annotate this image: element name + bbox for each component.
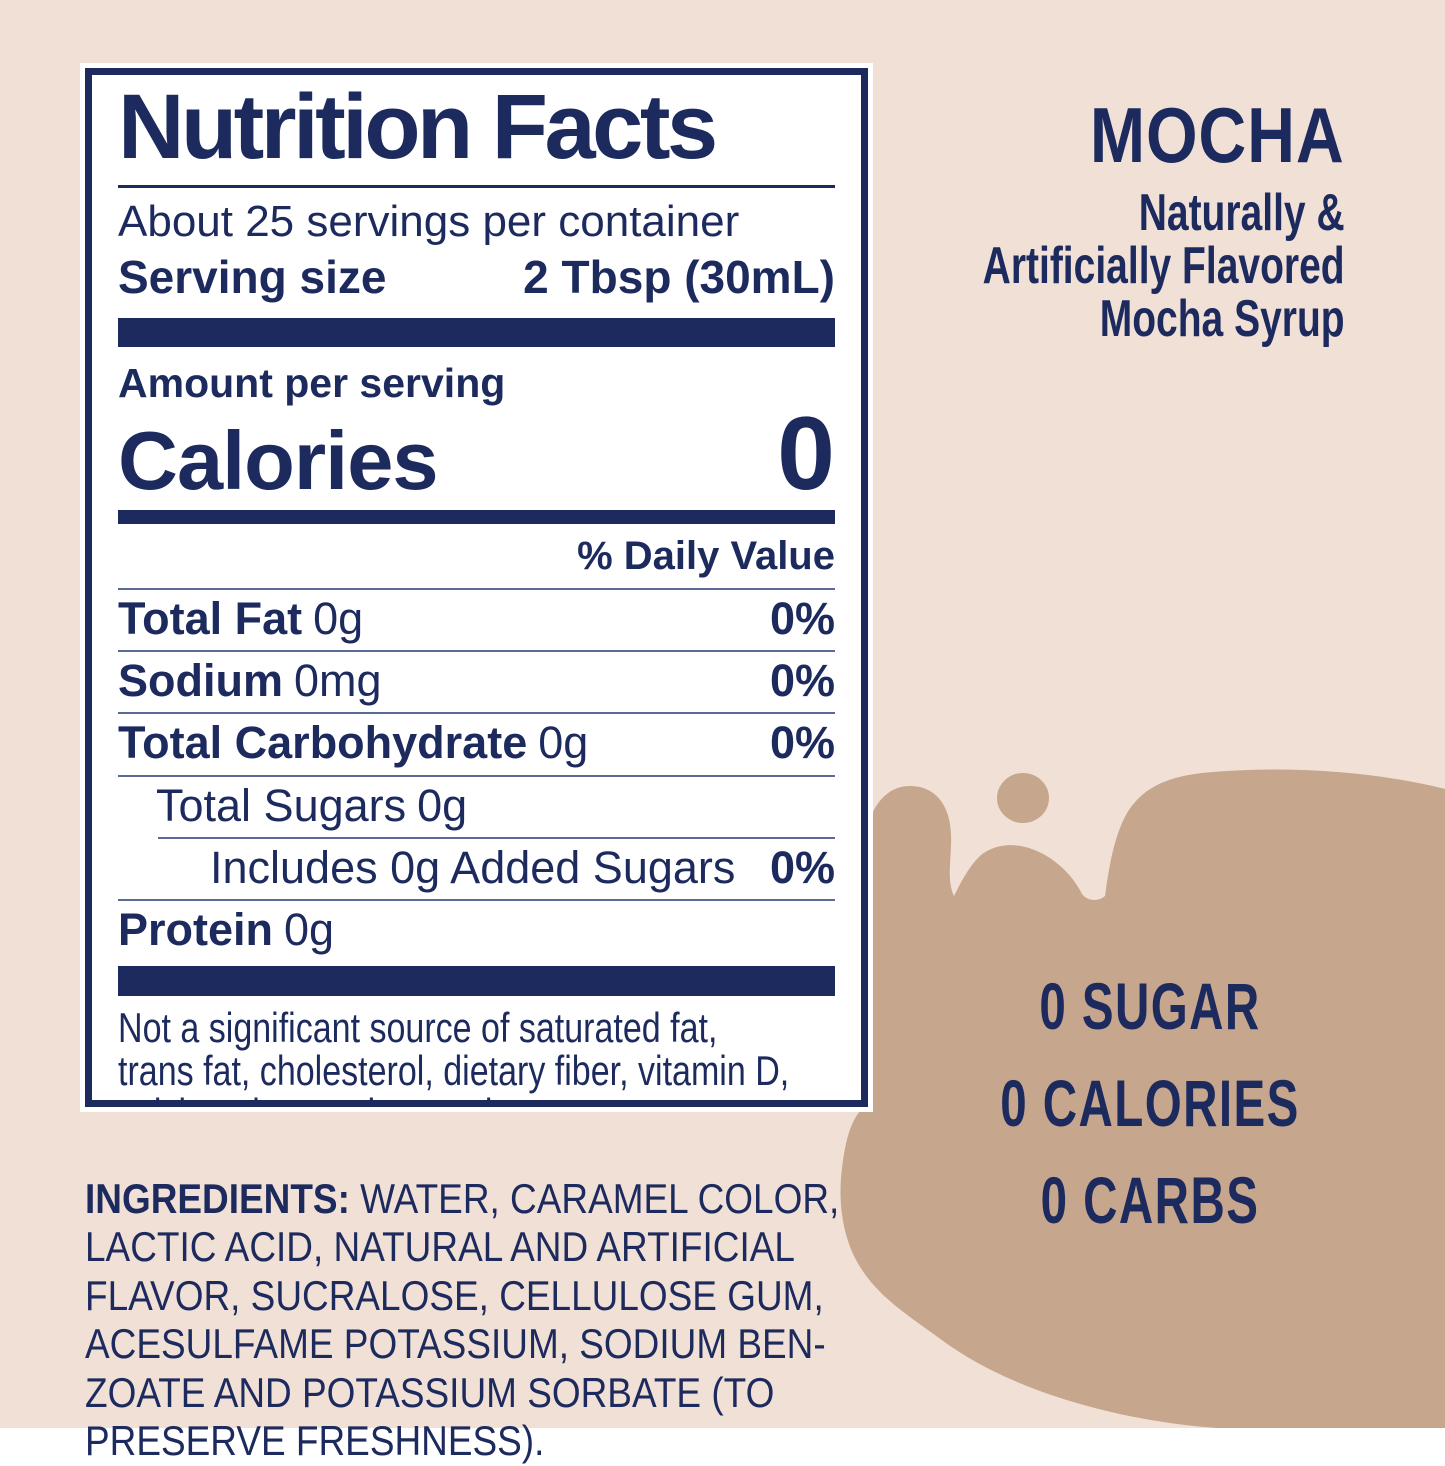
footnote: Not a significant source of saturated fa… [118, 1004, 790, 1100]
nutrition-facts-border: Nutrition Facts About 25 servings per co… [85, 68, 868, 1107]
divider [118, 184, 835, 188]
splash-blob [840, 769, 1445, 1428]
nutrient-row-sodium: Sodium 0mg 0% [118, 652, 835, 712]
flavor-subtitle: Naturally & Artificially Flavored Mocha … [983, 184, 1345, 348]
divider [118, 774, 835, 777]
claim-zero-carbs: 0 CARBS [1040, 1163, 1260, 1237]
divider [118, 650, 835, 653]
nutrient-row-total-fat: Total Fat 0g 0% [118, 590, 835, 650]
nutrient-name-amount: Total Carbohydrate 0g [118, 717, 589, 769]
serving-size-row: Serving size 2 Tbsp (30mL) [118, 250, 835, 304]
claims-block: 0 SUGAR 0 CALORIES 0 CARBS [855, 958, 1445, 1249]
splash-dot [997, 773, 1049, 823]
daily-value: 0% [769, 655, 835, 707]
nutrient-name-amount: Sodium 0mg [118, 655, 382, 707]
flavor-block: MOCHA Naturally & Artificially Flavored … [862, 96, 1345, 346]
nutrient-row-total-sugars: Total Sugars 0g [118, 777, 835, 837]
claim-zero-calories: 0 CALORIES [1000, 1066, 1300, 1140]
nutrient-row-added-sugars: Includes 0g Added Sugars 0% [118, 839, 835, 899]
serving-size-value: 2 Tbsp (30mL) [523, 250, 835, 303]
divider [118, 587, 835, 590]
thick-divider [118, 966, 835, 997]
calories-value: 0 [777, 395, 835, 512]
nutrition-facts-label: Nutrition Facts About 25 servings per co… [80, 63, 873, 1112]
claim-zero-sugar: 0 SUGAR [1039, 969, 1261, 1043]
thick-divider [118, 317, 835, 347]
serving-size-label: Serving size [118, 250, 387, 303]
thick-divider [118, 509, 835, 524]
daily-value: 0% [769, 717, 835, 769]
calories-row: Calories 0 [118, 395, 835, 512]
amount-per-serving-label: Amount per serving [118, 359, 506, 406]
nutrient-name-amount: Total Fat 0g [118, 592, 364, 644]
nutrient-row-protein: Protein 0g [118, 901, 835, 961]
nutrient-name-amount: Protein 0g [118, 904, 335, 956]
daily-value: 0% [769, 592, 835, 644]
calories-label: Calories [118, 413, 439, 507]
ingredients-paragraph: INGREDIENTS: WATER, CARAMEL COLOR, LACTI… [85, 1126, 947, 1466]
divider [158, 836, 835, 839]
servings-per-container: About 25 servings per container [118, 196, 740, 246]
daily-value-header: % Daily Value [577, 533, 835, 578]
ingredients-label: INGREDIENTS: [85, 1174, 350, 1222]
divider [118, 899, 835, 902]
divider [118, 712, 835, 715]
nutrient-name-amount: Total Sugars 0g [156, 779, 468, 831]
nutrient-row-total-carbohydrate: Total Carbohydrate 0g 0% [118, 714, 835, 774]
nutrient-name-amount: Includes 0g Added Sugars [210, 841, 736, 893]
nutrition-facts-title: Nutrition Facts [118, 76, 718, 178]
flavor-name: MOCHA [1090, 91, 1345, 179]
daily-value: 0% [769, 841, 835, 893]
